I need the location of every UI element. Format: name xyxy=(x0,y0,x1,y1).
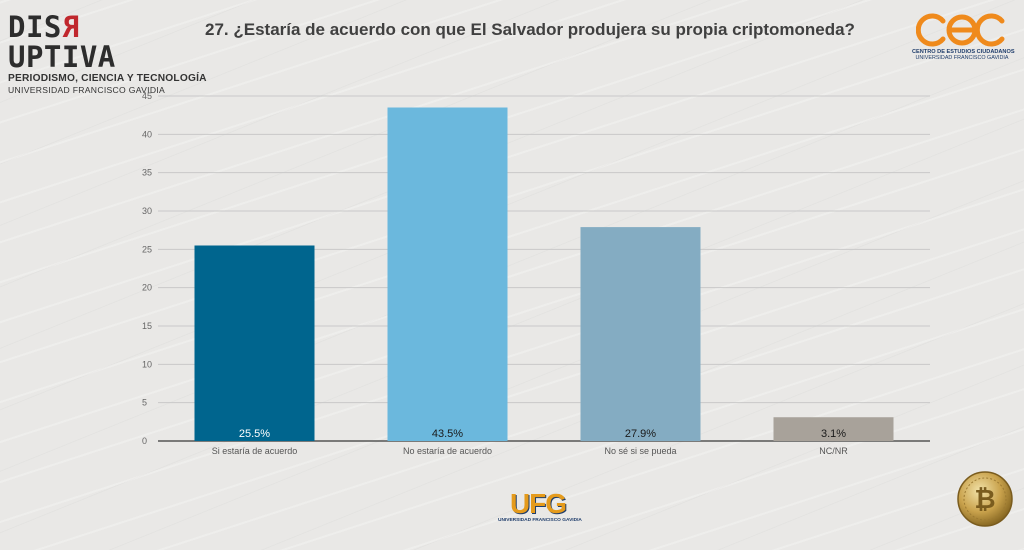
data-label: 3.1% xyxy=(821,428,846,440)
x-tick-label: NC/NR xyxy=(819,446,848,456)
data-label: 25.5% xyxy=(239,428,270,440)
ufg-logo: UFG UNIVERSIDAD FRANCISCO GAVIDIA xyxy=(498,488,582,524)
x-tick-label: Si estaría de acuerdo xyxy=(212,446,298,456)
y-tick-label: 10 xyxy=(142,359,152,369)
ufg-wordmark: UFG xyxy=(509,488,567,519)
y-tick-label: 30 xyxy=(142,206,152,216)
y-tick-label: 5 xyxy=(142,398,147,408)
bar xyxy=(194,245,315,441)
bar xyxy=(387,107,508,441)
disruptiva-tagline: PERIODISMO, CIENCIA Y TECNOLOGÍA xyxy=(8,73,207,84)
data-label: 43.5% xyxy=(432,428,463,440)
cec-university: UNIVERSIDAD FRANCISCO GAVIDIA xyxy=(915,55,1009,61)
cec-logo: CENTRO DE ESTUDIOS CIUDADANOS UNIVERSIDA… xyxy=(912,12,1015,61)
y-tick-label: 45 xyxy=(142,91,152,101)
y-tick-label: 0 xyxy=(142,436,147,446)
bar xyxy=(773,417,894,441)
data-label: 27.9% xyxy=(625,428,656,440)
ufg-university: UNIVERSIDAD FRANCISCO GAVIDIA xyxy=(498,518,582,523)
disruptiva-wordmark: DISRUPTIVA xyxy=(8,10,116,74)
chart-title: 27. ¿Estaría de acuerdo con que El Salva… xyxy=(205,20,855,39)
x-tick-label: No estaría de acuerdo xyxy=(403,446,492,456)
cec-logo-mark xyxy=(916,13,1005,47)
cec-name: CENTRO DE ESTUDIOS CIUDADANOS xyxy=(912,49,1015,55)
bar xyxy=(580,227,701,441)
y-tick-label: 20 xyxy=(142,283,152,293)
disruptiva-logo: DISRUPTIVA PERIODISMO, CIENCIA Y TECNOLO… xyxy=(8,10,207,95)
y-tick-label: 40 xyxy=(142,129,152,139)
bitcoin-icon: ₿ xyxy=(957,471,1013,527)
y-tick-label: 15 xyxy=(142,321,152,331)
y-tick-label: 35 xyxy=(142,168,152,178)
y-tick-label: 25 xyxy=(142,244,152,254)
disruptiva-university: UNIVERSIDAD FRANCISCO GAVIDIA xyxy=(8,85,166,95)
x-tick-label: No sé si se pueda xyxy=(604,446,676,456)
svg-text:₿: ₿ xyxy=(974,485,995,515)
